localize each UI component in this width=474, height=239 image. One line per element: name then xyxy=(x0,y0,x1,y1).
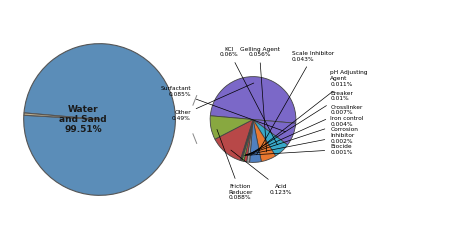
Wedge shape xyxy=(253,120,288,156)
Wedge shape xyxy=(215,120,253,160)
Text: KCl
0.06%: KCl 0.06% xyxy=(220,47,277,145)
Wedge shape xyxy=(210,77,296,123)
Text: Crosslinker
0.007%: Crosslinker 0.007% xyxy=(246,105,363,155)
Text: Acid
0.123%: Acid 0.123% xyxy=(231,150,292,195)
Text: Corrosion
Inhibitor
0.002%: Corrosion Inhibitor 0.002% xyxy=(245,127,358,155)
Text: Gelling Agent
0.056%: Gelling Agent 0.056% xyxy=(239,47,279,152)
Wedge shape xyxy=(244,120,253,162)
Wedge shape xyxy=(241,120,253,161)
Text: Surfactant
0.085%: Surfactant 0.085% xyxy=(160,86,286,132)
Text: Breaker
0.01%: Breaker 0.01% xyxy=(248,91,353,155)
Wedge shape xyxy=(24,44,175,195)
Wedge shape xyxy=(240,120,253,160)
Text: Other
0.49%: Other 0.49% xyxy=(172,83,254,121)
Wedge shape xyxy=(246,120,253,162)
Wedge shape xyxy=(242,120,253,161)
Text: Biocide
0.001%: Biocide 0.001% xyxy=(245,144,353,155)
Text: Friction
Reducer
0.088%: Friction Reducer 0.088% xyxy=(217,129,253,201)
Wedge shape xyxy=(240,120,253,161)
Wedge shape xyxy=(250,120,261,162)
Wedge shape xyxy=(253,120,296,145)
Wedge shape xyxy=(24,113,100,120)
Wedge shape xyxy=(253,120,275,162)
Text: Water
and Sand
99.51%: Water and Sand 99.51% xyxy=(59,105,107,134)
Text: Iron control
0.004%: Iron control 0.004% xyxy=(246,116,364,155)
Wedge shape xyxy=(210,116,253,139)
Text: pH Adjusting
Agent
0.011%: pH Adjusting Agent 0.011% xyxy=(251,71,368,155)
Text: Scale Inhibitor
0.043%: Scale Inhibitor 0.043% xyxy=(256,51,334,155)
